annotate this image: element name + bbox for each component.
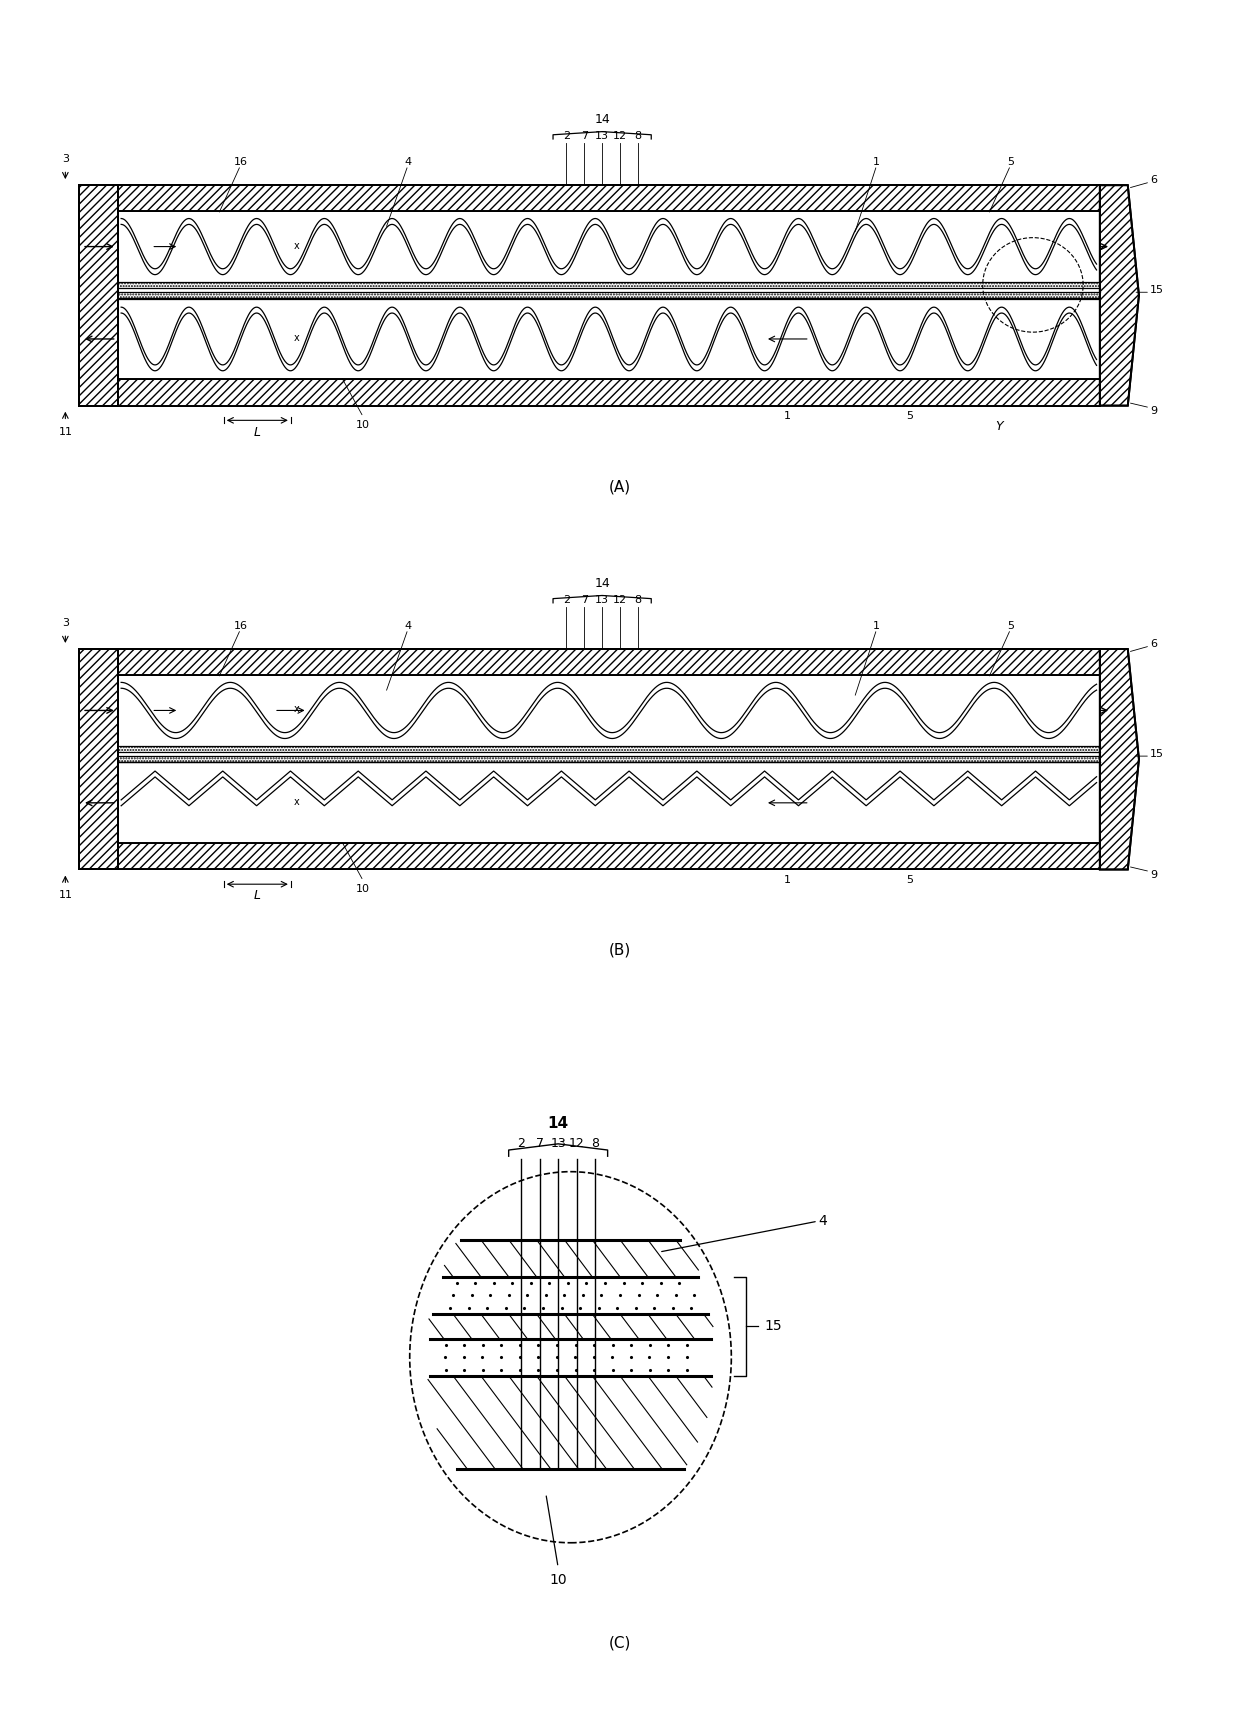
- Bar: [118, 186, 1100, 211]
- Bar: [118, 756, 1100, 763]
- Text: 1: 1: [784, 874, 791, 885]
- Text: 10: 10: [549, 1574, 567, 1587]
- Text: 1: 1: [873, 156, 880, 167]
- Text: 16: 16: [233, 620, 248, 631]
- Text: 9: 9: [1149, 869, 1157, 880]
- Text: x: x: [294, 704, 299, 715]
- Bar: [79, 649, 118, 869]
- Text: 8: 8: [591, 1137, 599, 1149]
- Text: 14: 14: [548, 1117, 569, 1132]
- Bar: [118, 649, 1100, 675]
- Text: 11: 11: [58, 426, 72, 436]
- Text: 14: 14: [594, 113, 610, 127]
- Text: 5: 5: [906, 874, 914, 885]
- Bar: [79, 649, 118, 869]
- Bar: [118, 282, 1100, 289]
- Text: 12: 12: [613, 594, 627, 605]
- Text: 13: 13: [551, 1137, 565, 1149]
- Text: 2: 2: [563, 131, 570, 141]
- Text: 15: 15: [1149, 749, 1164, 759]
- Text: (A): (A): [609, 479, 631, 495]
- Bar: [118, 844, 1100, 869]
- Bar: [79, 186, 118, 405]
- Text: 11: 11: [58, 890, 72, 900]
- Text: 7: 7: [536, 1137, 543, 1149]
- Text: 5: 5: [1007, 156, 1014, 167]
- Text: Y: Y: [996, 421, 1003, 433]
- Text: x: x: [294, 797, 299, 807]
- Text: 4: 4: [818, 1215, 827, 1228]
- Text: 7: 7: [580, 594, 588, 605]
- Bar: [118, 746, 1100, 752]
- Text: 12: 12: [569, 1137, 584, 1149]
- Polygon shape: [1100, 186, 1140, 405]
- Text: 4: 4: [404, 620, 412, 631]
- Text: 8: 8: [635, 131, 641, 141]
- Text: 15: 15: [1149, 285, 1164, 295]
- Text: 1: 1: [873, 620, 880, 631]
- Bar: [79, 186, 118, 405]
- Text: x: x: [294, 241, 299, 251]
- Bar: [79, 649, 118, 869]
- Text: 13: 13: [595, 594, 609, 605]
- Text: 3: 3: [62, 155, 69, 165]
- Text: x: x: [294, 333, 299, 344]
- Text: 4: 4: [404, 156, 412, 167]
- Text: 13: 13: [595, 131, 609, 141]
- Text: 5: 5: [1007, 620, 1014, 631]
- Text: 9: 9: [1149, 405, 1157, 416]
- Text: L: L: [254, 426, 260, 438]
- Text: 12: 12: [613, 131, 627, 141]
- Text: 15: 15: [765, 1319, 782, 1333]
- Polygon shape: [1100, 649, 1140, 869]
- Bar: [79, 186, 118, 405]
- Text: 6: 6: [1149, 639, 1157, 649]
- Bar: [118, 649, 1100, 869]
- Text: 10: 10: [356, 885, 371, 893]
- Text: 10: 10: [356, 421, 371, 430]
- Text: 5: 5: [906, 411, 914, 421]
- Bar: [118, 844, 1100, 869]
- Text: 6: 6: [1149, 175, 1157, 186]
- Text: (B): (B): [609, 943, 631, 959]
- Bar: [118, 186, 1100, 405]
- Bar: [118, 380, 1100, 405]
- Bar: [118, 380, 1100, 405]
- Text: 7: 7: [580, 131, 588, 141]
- Bar: [118, 292, 1100, 299]
- Text: 14: 14: [594, 577, 610, 591]
- Text: 2: 2: [563, 594, 570, 605]
- Bar: [118, 649, 1100, 675]
- Text: 3: 3: [62, 618, 69, 629]
- Text: 2: 2: [517, 1137, 525, 1149]
- Text: 16: 16: [233, 156, 248, 167]
- Text: 8: 8: [635, 594, 641, 605]
- Text: L: L: [254, 890, 260, 902]
- Text: 1: 1: [784, 411, 791, 421]
- Bar: [118, 186, 1100, 211]
- Text: (C): (C): [609, 1636, 631, 1651]
